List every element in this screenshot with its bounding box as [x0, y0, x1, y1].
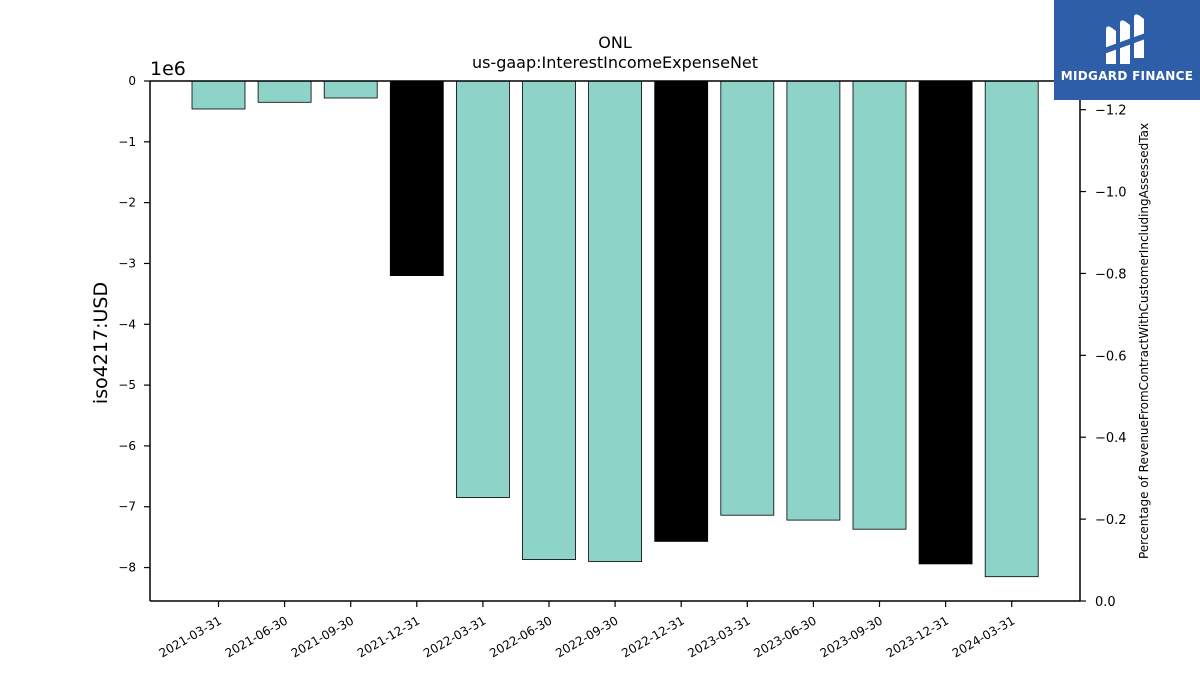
y-tick-label: −8 — [118, 561, 136, 575]
x-tick-label: 2021-12-31 — [355, 613, 422, 660]
x-tick-label: 2023-09-30 — [818, 613, 885, 660]
y-tick-label: −1 — [118, 135, 136, 149]
logo-mark-icon — [1104, 14, 1148, 64]
y-tick-label: −6 — [118, 439, 136, 453]
x-tick-label: 2023-12-31 — [884, 613, 951, 660]
y2-tick-label: −0.6 — [1095, 349, 1127, 364]
x-tick-label: 2023-06-30 — [751, 613, 818, 660]
bar-2022-09-30 — [588, 80, 642, 562]
bar-2021-12-31 — [389, 80, 444, 277]
y2-tick-label: −1.2 — [1095, 104, 1127, 119]
bar-2021-03-31 — [191, 80, 246, 110]
bars-group — [191, 80, 1039, 578]
y-tick-label: −4 — [118, 317, 136, 331]
x-tick-label: 2022-09-30 — [553, 613, 620, 660]
y-tick-label: −7 — [118, 500, 136, 514]
y2-tick-label: −0.2 — [1095, 513, 1127, 528]
x-tick-label: 2022-06-30 — [487, 613, 554, 660]
bar-2023-03-31 — [720, 80, 775, 516]
y2-tick-label: −0.8 — [1095, 267, 1127, 282]
bar-2022-06-30 — [522, 80, 576, 561]
y2-ticks-group: 0.0 −0.2 −0.4 −0.6 −0.8 −1.0 −1.2 — [1080, 104, 1127, 610]
x-tick-label: 2021-09-30 — [289, 613, 356, 660]
y2-tick-label: −1.0 — [1095, 186, 1127, 201]
x-tick-label: 2022-12-31 — [619, 613, 686, 660]
y2-axis-label: Percentage of RevenueFromContractWithCus… — [1137, 123, 1151, 559]
bar-2023-06-30 — [786, 80, 841, 521]
chart-subtitle: us-gaap:InterestIncomeExpenseNet — [472, 53, 758, 72]
y2-tick-label: 0.0 — [1095, 595, 1116, 610]
brand-name: MIDGARD FINANCE — [1060, 69, 1194, 83]
bar-2021-06-30 — [257, 80, 312, 103]
brand-logo: MIDGARD FINANCE — [1054, 0, 1200, 100]
chart-title: ONL — [598, 33, 632, 52]
y2-tick-label: −0.4 — [1095, 431, 1127, 446]
y-tick-label: −3 — [118, 256, 136, 270]
bar-2023-12-31 — [918, 80, 973, 565]
y-tick-label: −5 — [118, 378, 136, 392]
x-tick-label: 2021-06-30 — [223, 613, 290, 660]
y-axis-label: iso4217:USD — [90, 282, 112, 404]
y-ticks-group: 0 −1 −2 −3 −4 −5 −6 −7 −8 — [118, 74, 150, 575]
bar-2021-09-30 — [323, 80, 378, 99]
bar-2022-12-31 — [654, 80, 709, 542]
bar-2023-09-30 — [852, 80, 907, 530]
x-tick-label: 2023-03-31 — [685, 613, 752, 660]
x-tick-label: 2021-03-31 — [157, 613, 224, 660]
y-tick-label: −2 — [118, 196, 136, 210]
y-tick-label: 0 — [128, 74, 136, 88]
bar-2022-03-31 — [455, 80, 510, 499]
x-tick-label: 2022-03-31 — [421, 613, 488, 660]
x-tick-label: 2024-03-31 — [950, 613, 1017, 660]
y-scale-label: 1e6 — [150, 58, 186, 80]
x-ticks-group: 2021-03-312021-06-302021-09-302021-12-31… — [157, 601, 1017, 660]
bar-2024-03-31 — [984, 80, 1039, 578]
